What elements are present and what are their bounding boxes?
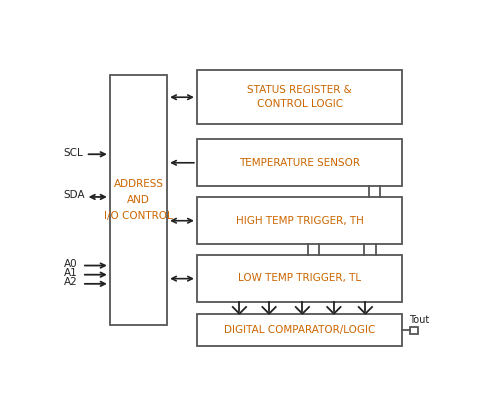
Text: HIGH TEMP TRIGGER, TH: HIGH TEMP TRIGGER, TH bbox=[236, 215, 364, 226]
Bar bbox=[197, 139, 402, 186]
Text: A1: A1 bbox=[64, 268, 77, 278]
Text: ADDRESS
AND
I/O CONTROL: ADDRESS AND I/O CONTROL bbox=[104, 179, 173, 221]
Text: TEMPERATURE SENSOR: TEMPERATURE SENSOR bbox=[239, 158, 360, 168]
Bar bbox=[197, 197, 402, 244]
Bar bbox=[197, 70, 402, 124]
Text: LOW TEMP TRIGGER, TL: LOW TEMP TRIGGER, TL bbox=[238, 274, 361, 284]
Text: Tout: Tout bbox=[409, 314, 429, 325]
Text: A2: A2 bbox=[64, 277, 77, 287]
Text: STATUS REGISTER &
CONTROL LOGIC: STATUS REGISTER & CONTROL LOGIC bbox=[247, 85, 352, 109]
Bar bbox=[410, 327, 418, 334]
Text: SDA: SDA bbox=[64, 190, 85, 200]
Bar bbox=[197, 314, 402, 346]
Text: A0: A0 bbox=[64, 259, 77, 269]
Text: DIGITAL COMPARATOR/LOGIC: DIGITAL COMPARATOR/LOGIC bbox=[224, 326, 375, 335]
Text: SCL: SCL bbox=[64, 148, 83, 158]
Bar bbox=[110, 75, 167, 325]
Bar bbox=[197, 255, 402, 302]
